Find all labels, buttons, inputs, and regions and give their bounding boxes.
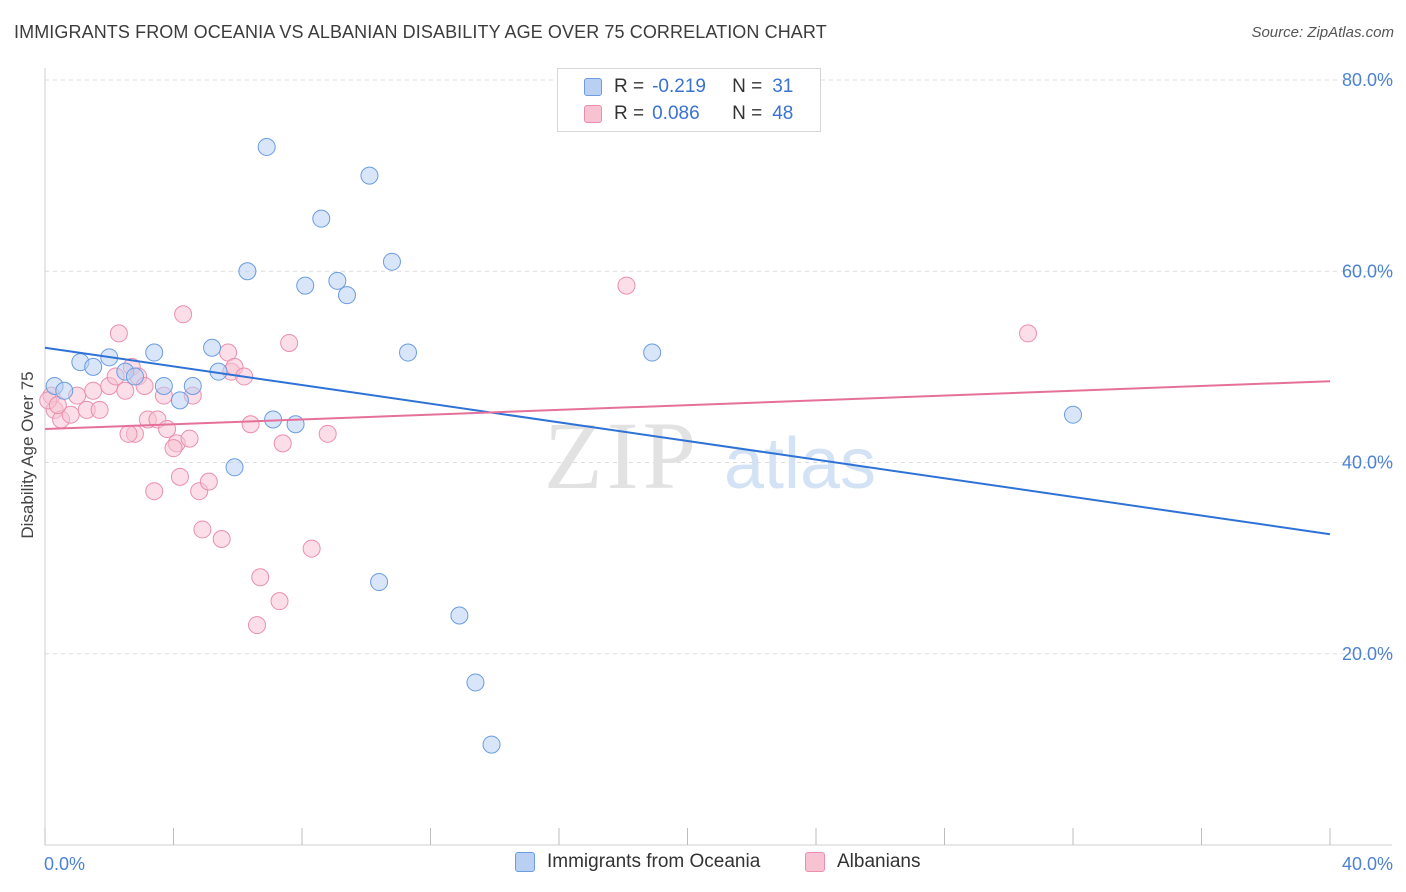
oceania-point [183,377,202,395]
albanians-point [174,305,193,324]
chart-title: IMMIGRANTS FROM OCEANIA VS ALBANIAN DISA… [14,22,827,42]
watermark-atlas: atlas [724,424,876,504]
y-tick-label: 40.0% [1342,453,1393,473]
albanians-point [199,472,218,491]
oceania-point [145,343,164,362]
legend-r-label: R = [614,103,645,124]
albanians-point [318,424,337,443]
albanians-point [280,333,299,352]
albanians-point [90,400,109,419]
oceania-point [360,166,379,185]
oceania-point [382,252,401,271]
albanians-point [617,276,636,295]
y-axis-label: Disability Age Over 75 [18,371,37,539]
oceania-trend-line [44,346,1331,536]
legend-item-oceania[interactable]: Immigrants from Oceania [515,851,760,873]
axis-layer [44,68,1392,846]
legend-row-oceania: R = -0.219 N = 31 [584,74,793,100]
albanians-point [302,539,321,558]
albanians-point [84,381,103,400]
blue-swatch-icon [584,78,602,96]
series-legend: Immigrants from Oceania Albanians [0,851,1406,877]
legend-n-label: N = [732,76,763,97]
oceania-point [238,262,257,281]
x-tick-label: 0.0% [44,854,85,874]
legend-r-label: R = [614,76,645,97]
y-tick-label: 20.0% [1342,644,1393,664]
pink-swatch-icon [805,852,825,872]
legend-label-albanians: Albanians [837,851,921,872]
tick-labels: 20.0% 40.0% 60.0% 80.0% 0.0% 40.0% [44,70,1393,874]
albanians-point [241,415,260,434]
oceania-point [170,391,189,410]
albanians-point [164,439,183,458]
grid-layer [45,79,1392,655]
oceania-point [55,381,74,400]
x-tick-label: 40.0% [1342,854,1393,874]
albanians-points [39,276,1038,635]
legend-n-value: 31 [772,76,794,97]
oceania-point [154,377,173,395]
oceania-point [203,338,222,357]
legend-row-albanians: R = 0.086 N = 48 [584,101,793,127]
blue-swatch-icon [515,852,535,872]
legend-n-value: 48 [772,103,794,124]
oceania-point [643,343,662,362]
oceania-points [45,137,1082,754]
legend-label-oceania: Immigrants from Oceania [547,851,761,872]
y-tick-label: 80.0% [1342,70,1393,90]
source-credit: Source: ZipAtlas.com [1251,24,1394,41]
oceania-point [225,458,244,477]
albanians-point [180,429,199,448]
legend-item-albanians[interactable]: Albanians [805,851,920,873]
oceania-point [482,735,501,754]
albanians-point [170,467,189,486]
oceania-point [296,276,315,295]
albanians-point [1019,324,1038,343]
albanians-point [251,568,270,587]
oceania-point [337,286,356,305]
oceania-point [84,357,103,376]
albanians-point [248,616,267,635]
oceania-point [125,367,144,386]
oceania-point [466,673,485,692]
legend-r-value: 0.086 [652,103,700,124]
albanians-point [158,420,177,439]
albanians-point [116,381,135,400]
albanians-point [119,424,138,443]
trend-lines [44,346,1331,536]
albanians-point [273,434,292,453]
legend-n-label: N = [732,103,763,124]
oceania-point [1064,405,1082,424]
oceania-point [370,573,389,592]
oceania-point [312,209,331,228]
albanians-point [109,324,128,343]
albanians-point [270,592,289,611]
albanians-point [212,530,231,548]
y-tick-label: 60.0% [1342,261,1393,281]
oceania-point [450,606,469,625]
albanians-point [193,520,212,539]
correlation-legend: R = -0.219 N = 31 R = 0.086 N = 48 [557,68,821,132]
albanians-point [145,482,164,501]
oceania-point [286,415,305,434]
oceania-point [328,271,347,290]
watermark-zip: ZIP [544,402,700,509]
watermark: ZIP atlas [544,402,876,509]
oceania-point [257,137,276,156]
oceania-point [399,343,418,362]
pink-swatch-icon [584,105,602,123]
legend-r-value: -0.219 [652,76,706,97]
albanians-trend-line [44,380,1331,431]
